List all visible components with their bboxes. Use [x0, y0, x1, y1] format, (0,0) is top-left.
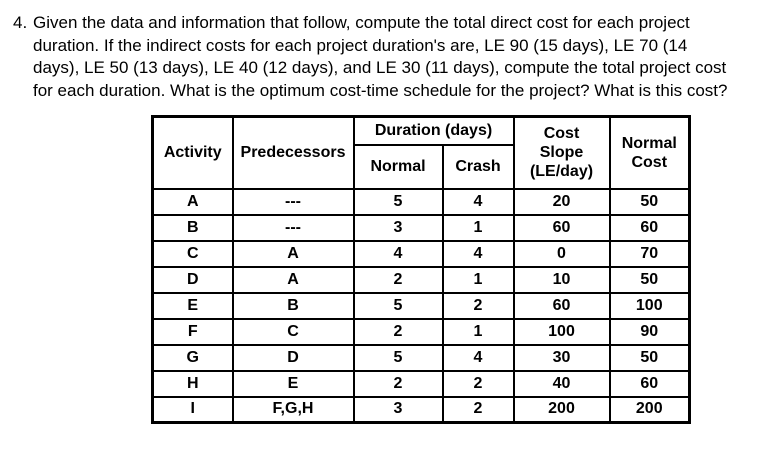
normal-cost-cell: 60	[608, 369, 691, 398]
table-row: D A 2 1 10 50	[151, 265, 691, 294]
cost-slope-cell: 30	[512, 343, 611, 372]
table-row: E B 5 2 60 100	[151, 291, 691, 320]
predecessors-cell: E	[231, 369, 355, 398]
predecessors-cell: A	[231, 239, 355, 268]
activity-cell: G	[151, 343, 234, 372]
crash-duration-cell: 2	[441, 291, 515, 320]
header-cost-slope-line: Slope	[539, 144, 584, 162]
problem-text-line: for each duration. What is the optimum c…	[33, 80, 728, 100]
header-activity: Activity	[151, 115, 234, 190]
cost-slope-cell: 100	[512, 317, 611, 346]
crash-duration-cell: 1	[441, 265, 515, 294]
problem-text: Given the data and information that foll…	[33, 12, 727, 102]
normal-cost-cell: 90	[608, 317, 691, 346]
cost-slope-cell: 60	[512, 291, 611, 320]
crash-duration-cell: 4	[441, 343, 515, 372]
predecessors-cell: C	[231, 317, 355, 346]
normal-cost-cell: 50	[608, 187, 691, 216]
normal-cost-cell: 70	[608, 239, 691, 268]
activity-cell: A	[151, 187, 234, 216]
table-row: A --- 5 4 20 50	[151, 187, 691, 216]
normal-cost-cell: 60	[608, 213, 691, 242]
cost-slope-cell: 10	[512, 265, 611, 294]
normal-cost-cell: 50	[608, 265, 691, 294]
predecessors-cell: B	[231, 291, 355, 320]
cost-slope-cell: 200	[512, 395, 611, 424]
activity-cost-table: Activity Predecessors Duration (days) Co…	[151, 115, 691, 424]
crash-duration-cell: 4	[441, 239, 515, 268]
header-crash-duration: Crash	[441, 143, 515, 190]
header-duration-group: Duration (days)	[352, 115, 515, 146]
header-normal-duration: Normal	[352, 143, 444, 190]
crash-duration-cell: 4	[441, 187, 515, 216]
table-row: F C 2 1 100 90	[151, 317, 691, 346]
normal-duration-cell: 2	[352, 317, 444, 346]
header-normal-cost-line: Normal	[621, 134, 677, 152]
cost-slope-cell: 60	[512, 213, 611, 242]
normal-duration-cell: 2	[352, 265, 444, 294]
table-row: C A 4 4 0 70	[151, 239, 691, 268]
problem-text-line: Given the data and information that foll…	[33, 13, 690, 32]
activity-cell: C	[151, 239, 234, 268]
cost-slope-cell: 20	[512, 187, 611, 216]
header-predecessors: Predecessors	[231, 115, 355, 190]
normal-cost-cell: 200	[608, 395, 691, 424]
activity-cell: D	[151, 265, 234, 294]
normal-duration-cell: 5	[352, 343, 444, 372]
activity-cell: E	[151, 291, 234, 320]
cost-slope-cell: 0	[512, 239, 611, 268]
predecessors-cell: ---	[231, 213, 355, 242]
predecessors-cell: F,G,H	[231, 395, 355, 424]
crash-duration-cell: 2	[441, 395, 515, 424]
header-cost-slope-line: Cost	[543, 125, 580, 143]
normal-duration-cell: 2	[352, 369, 444, 398]
crash-duration-cell: 1	[441, 317, 515, 346]
table-row: H E 2 2 40 60	[151, 369, 691, 398]
problem-number: 4.	[13, 13, 28, 32]
normal-duration-cell: 4	[352, 239, 444, 268]
header-cost-slope-line: (LE/day)	[529, 163, 594, 181]
table-row: I F,G,H 3 2 200 200	[151, 395, 691, 424]
problem-text-line: days), LE 50 (13 days), LE 40 (12 days),…	[33, 58, 727, 77]
cost-slope-cell: 40	[512, 369, 611, 398]
problem-statement: 4. Given the data and information that f…	[13, 12, 727, 102]
header-normal-cost-line: Cost	[631, 153, 668, 171]
activity-cell: H	[151, 369, 234, 398]
normal-cost-cell: 100	[608, 291, 691, 320]
crash-duration-cell: 1	[441, 213, 515, 242]
normal-duration-cell: 5	[352, 187, 444, 216]
activity-cell: B	[151, 213, 234, 242]
normal-duration-cell: 3	[352, 395, 444, 424]
predecessors-cell: D	[231, 343, 355, 372]
table-row: B --- 3 1 60 60	[151, 213, 691, 242]
normal-cost-cell: 50	[608, 343, 691, 372]
normal-duration-cell: 5	[352, 291, 444, 320]
predecessors-cell: A	[231, 265, 355, 294]
problem-text-line: duration. If the indirect costs for each…	[33, 35, 688, 55]
activity-cell: I	[151, 395, 234, 424]
crash-duration-cell: 2	[441, 369, 515, 398]
header-normal-cost: Normal Cost	[608, 115, 691, 190]
header-cost-slope: Cost Slope (LE/day)	[512, 115, 611, 190]
normal-duration-cell: 3	[352, 213, 444, 242]
table-row: G D 5 4 30 50	[151, 343, 691, 372]
activity-cell: F	[151, 317, 234, 346]
predecessors-cell: ---	[231, 187, 355, 216]
